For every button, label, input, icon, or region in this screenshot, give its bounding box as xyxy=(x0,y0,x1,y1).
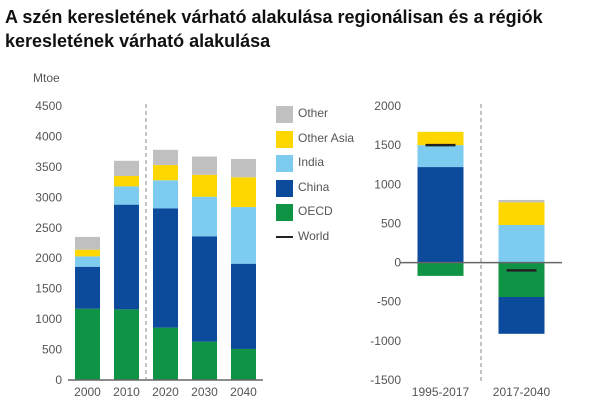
legend-swatch-india xyxy=(276,155,293,172)
bar-other-2020 xyxy=(153,149,178,166)
legend-swatch-other xyxy=(276,106,293,123)
bar-india-2010 xyxy=(114,186,139,205)
bar-other-2010 xyxy=(114,160,139,177)
bar-india-1995-2017 xyxy=(417,145,464,168)
legend: Other Other Asia India China OECD World xyxy=(276,104,372,251)
y-tick-label-4500: 4500 xyxy=(35,99,62,113)
x-tick-label-2017-2040: 2017-2040 xyxy=(493,385,551,399)
y-tick-label-2500: 2500 xyxy=(35,221,62,235)
bar-china-2010 xyxy=(114,204,139,310)
bar-india-2040 xyxy=(231,207,256,264)
y-tick-label--1000: -1000 xyxy=(370,334,401,348)
legend-item-other-asia: Other Asia xyxy=(276,129,372,154)
legend-label-china: China xyxy=(298,179,330,194)
y-tick-label--500: -500 xyxy=(377,295,401,309)
bar-other-asia-2030 xyxy=(192,174,217,197)
left-chart: Mtoe 0 500 1000 1500 2000 2500 3000 3500 4000 4500… xyxy=(33,71,263,399)
x-tick-label-2010: 2010 xyxy=(113,385,140,399)
legend-item-oecd: OECD xyxy=(276,202,372,227)
right-chart: -1500 -1000 -500 0 500 1000 1500 2000 1995-2017 2… xyxy=(370,99,562,399)
legend-item-india: India xyxy=(276,153,372,178)
bar-india-2017-2040 xyxy=(498,224,545,263)
y-tick-label-0: 0 xyxy=(394,256,401,270)
x-tick-label-2040: 2040 xyxy=(230,385,257,399)
y-tick-label-1500: 1500 xyxy=(374,138,401,152)
y-tick-label-1500: 1500 xyxy=(35,282,62,296)
bar-other-asia-2017-2040 xyxy=(498,202,545,225)
y-tick-label-3000: 3000 xyxy=(35,190,62,204)
x-tick-label-2000: 2000 xyxy=(74,385,101,399)
legend-swatch-china xyxy=(276,179,293,197)
chart-title: A szén keresletének várható alakulása re… xyxy=(5,7,543,51)
y-tick-label-2000: 2000 xyxy=(374,99,401,113)
y-tick-label-500: 500 xyxy=(42,343,62,357)
bar-china-2000 xyxy=(75,266,100,309)
bar-india-2030 xyxy=(192,196,217,237)
bar-china-2040 xyxy=(231,263,256,349)
legend-item-other: Other xyxy=(276,104,372,129)
bar-oecd-2040 xyxy=(231,348,256,380)
legend-swatch-other-asia xyxy=(276,130,293,148)
bar-oecd-1995-2017 xyxy=(417,262,464,276)
bar-oecd-2030 xyxy=(192,341,217,380)
x-tick-label-2030: 2030 xyxy=(191,385,218,399)
legend-line-world xyxy=(276,235,293,238)
bar-oecd-2020 xyxy=(153,327,178,380)
bar-other-asia-2010 xyxy=(114,176,139,187)
y-tick-label--1500: -1500 xyxy=(370,373,401,387)
bar-other-2000 xyxy=(75,236,100,250)
y-tick-label-3500: 3500 xyxy=(35,160,62,174)
legend-label-other: Other xyxy=(298,106,329,120)
bar-other-asia-2020 xyxy=(153,165,178,181)
y-tick-label-500: 500 xyxy=(381,216,401,230)
legend-swatch-oecd xyxy=(276,204,293,221)
bar-china-2020 xyxy=(153,208,178,328)
bar-oecd-2000 xyxy=(75,308,100,380)
y-tick-label-0: 0 xyxy=(55,373,62,387)
bar-india-2020 xyxy=(153,180,178,209)
y-tick-label-1000: 1000 xyxy=(35,312,62,326)
bar-oecd-2010 xyxy=(114,309,139,380)
bar-oecd-2017-2040 xyxy=(498,262,545,298)
bar-india-2000 xyxy=(75,256,100,267)
y-tick-label-4000: 4000 xyxy=(35,129,62,143)
x-tick-label-2020: 2020 xyxy=(152,385,179,399)
bar-other-asia-2040 xyxy=(231,177,256,208)
legend-label-other-asia: Other Asia xyxy=(298,130,355,145)
x-tick-label-1995-2017: 1995-2017 xyxy=(412,385,470,399)
y-axis-label: Mtoe xyxy=(33,71,60,85)
legend-label-oecd: OECD xyxy=(298,204,333,218)
bar-other-2017-2040 xyxy=(498,199,545,203)
bar-other-asia-1995-2017 xyxy=(417,131,464,146)
y-tick-label-1000: 1000 xyxy=(374,177,401,191)
bar-other-asia-2000 xyxy=(75,249,100,257)
bar-china-1995-2017 xyxy=(417,167,464,263)
legend-label-world: World xyxy=(298,228,330,243)
legend-label-india: India xyxy=(298,155,325,169)
bar-china-2017-2040 xyxy=(498,297,545,334)
y-tick-label-2000: 2000 xyxy=(35,251,62,265)
bar-other-2030 xyxy=(192,156,217,175)
legend-item-china: China xyxy=(276,178,372,203)
bar-other-2040 xyxy=(231,158,256,178)
bar-china-2030 xyxy=(192,236,217,342)
legend-item-world: World xyxy=(276,227,372,252)
